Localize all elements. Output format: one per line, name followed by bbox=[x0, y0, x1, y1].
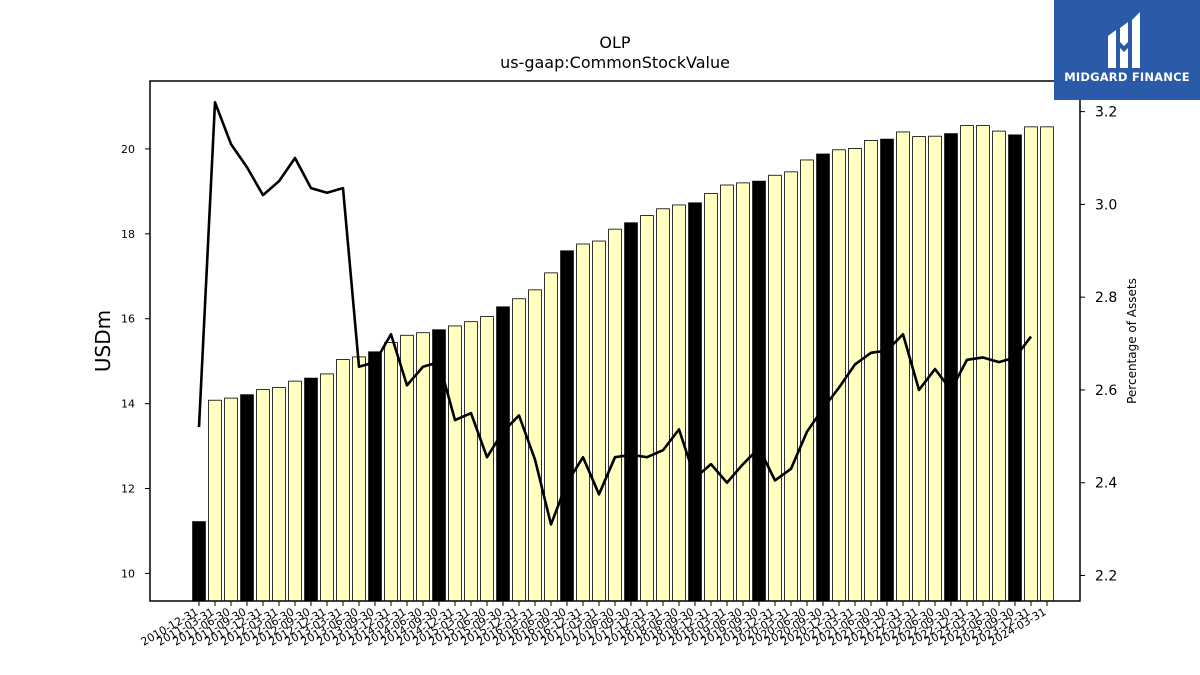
left-tick-label: 18 bbox=[121, 228, 135, 241]
bar bbox=[992, 130, 1006, 602]
bar bbox=[432, 329, 446, 602]
left-tick-label: 20 bbox=[121, 143, 135, 156]
bar bbox=[832, 149, 846, 602]
bar bbox=[592, 240, 606, 602]
bar bbox=[512, 298, 526, 602]
bar bbox=[464, 321, 478, 602]
bar bbox=[816, 153, 830, 602]
bar bbox=[624, 222, 638, 602]
left-axis-title: USDm bbox=[91, 310, 115, 372]
right-axis-title: Percentage of Assets bbox=[1125, 278, 1139, 404]
chart-title: OLP bbox=[599, 33, 631, 52]
bar bbox=[704, 193, 718, 602]
bar bbox=[480, 316, 494, 602]
bar bbox=[272, 387, 286, 602]
bar bbox=[192, 521, 206, 602]
bar bbox=[688, 202, 702, 602]
bar bbox=[912, 136, 926, 602]
bar bbox=[240, 394, 254, 602]
right-tick-label: 2.6 bbox=[1095, 383, 1117, 399]
bar bbox=[304, 377, 318, 602]
bar bbox=[224, 397, 238, 602]
bar bbox=[544, 272, 558, 602]
left-tick-label: 10 bbox=[121, 567, 135, 580]
left-tick-label: 16 bbox=[121, 313, 135, 326]
line-path bbox=[197, 101, 1033, 526]
bar bbox=[672, 204, 686, 602]
right-tick-label: 2.2 bbox=[1095, 568, 1117, 584]
right-axis: 2.2 2.4 2.6 2.8 3.0 3.2 bbox=[1080, 105, 1117, 584]
line-series bbox=[197, 101, 1033, 526]
bar bbox=[560, 250, 574, 602]
bar bbox=[976, 125, 990, 602]
bar bbox=[800, 159, 814, 602]
right-tick-label: 3.0 bbox=[1095, 197, 1117, 213]
right-tick-label: 2.4 bbox=[1095, 476, 1117, 492]
left-tick-label: 12 bbox=[121, 483, 135, 496]
left-axis: 10 12 14 16 18 20 bbox=[121, 143, 150, 580]
bar bbox=[656, 208, 670, 602]
bar bbox=[1040, 126, 1054, 602]
bar bbox=[208, 399, 222, 602]
bar bbox=[960, 125, 974, 602]
right-tick-label: 2.8 bbox=[1095, 290, 1117, 306]
bar bbox=[384, 342, 398, 602]
x-axis: 2010-12-312011-03-312011-06-302011-09-30… bbox=[139, 601, 1049, 649]
bar bbox=[1008, 134, 1022, 602]
bar bbox=[640, 215, 654, 602]
bar bbox=[256, 389, 270, 602]
bar bbox=[880, 138, 894, 602]
bar bbox=[848, 148, 862, 602]
logo-text: MIDGARD FINANCE bbox=[1064, 70, 1190, 84]
right-tick-label: 3.2 bbox=[1095, 105, 1117, 121]
bar bbox=[784, 171, 798, 602]
bar bbox=[944, 133, 958, 602]
bar bbox=[896, 131, 910, 602]
bar bbox=[448, 325, 462, 602]
bar bbox=[496, 306, 510, 602]
bar bbox=[864, 140, 878, 602]
bar bbox=[608, 228, 622, 602]
bar bbox=[576, 243, 590, 602]
bar bbox=[368, 351, 382, 602]
bar bbox=[336, 359, 350, 602]
brand-logo: MIDGARD FINANCE bbox=[1054, 0, 1200, 100]
bar bbox=[320, 373, 334, 602]
logo-mark-icon bbox=[1108, 12, 1140, 68]
bar bbox=[288, 380, 302, 602]
bar bbox=[1024, 126, 1038, 602]
bar bbox=[736, 182, 750, 602]
bar bbox=[768, 174, 782, 602]
bar-series bbox=[192, 125, 1054, 602]
bar bbox=[720, 184, 734, 602]
bar bbox=[352, 356, 366, 602]
chart-subtitle: us-gaap:CommonStockValue bbox=[500, 53, 730, 72]
left-tick-label: 14 bbox=[121, 398, 135, 411]
bar bbox=[752, 180, 766, 602]
